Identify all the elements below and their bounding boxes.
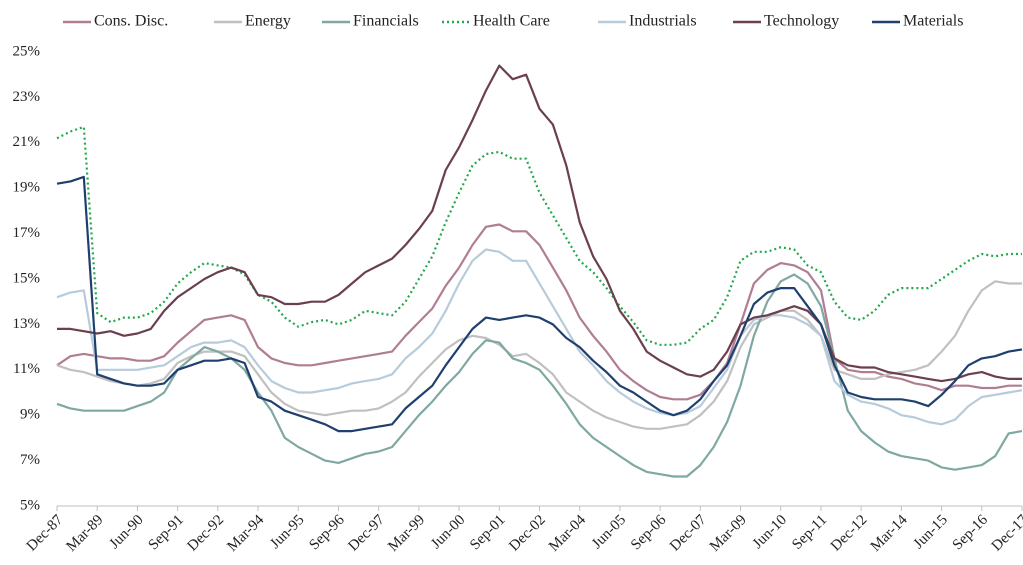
legend-label: Materials — [903, 13, 963, 30]
x-tick-label: Dec-97 — [345, 512, 388, 555]
x-tick-label: Jun-95 — [267, 512, 307, 552]
x-tick-label: Jun-00 — [428, 512, 468, 552]
y-tick-label: 17% — [13, 225, 41, 241]
legend-label: Financials — [353, 13, 419, 30]
y-tick-label: 9% — [20, 407, 40, 423]
y-tick-label: 23% — [13, 89, 41, 105]
legend-label: Cons. Disc. — [94, 13, 168, 30]
x-tick-label: Mar-89 — [64, 512, 107, 555]
legend-label: Health Care — [473, 13, 550, 30]
x-tick-label: Sep-01 — [467, 512, 508, 553]
legend-label: Technology — [764, 13, 839, 30]
x-tick-label: Jun-15 — [911, 512, 951, 552]
series-line — [57, 64, 1022, 383]
y-tick-label: 11% — [13, 361, 40, 377]
x-tick-label: Dec-07 — [667, 512, 710, 555]
x-tick-label: Mar-99 — [385, 512, 428, 555]
y-tick-label: 15% — [13, 270, 41, 286]
y-tick-label: 25% — [13, 43, 41, 59]
series-line — [56, 280, 1022, 430]
y-tick-label: 19% — [13, 180, 41, 196]
y-tick-label: 7% — [20, 452, 40, 468]
x-tick-label: Jun-90 — [106, 512, 146, 552]
x-tick-label: Mar-14 — [868, 512, 911, 555]
x-tick-label: Jun-05 — [589, 512, 629, 552]
legend-label: Energy — [245, 13, 291, 30]
x-tick-label: Dec-92 — [185, 512, 228, 555]
x-tick-label: Dec-12 — [828, 512, 871, 555]
series-line — [56, 273, 1023, 478]
series-line — [56, 125, 1022, 346]
series-line — [56, 223, 1022, 401]
y-tick-label: 13% — [13, 316, 41, 332]
x-tick-label: Sep-11 — [789, 512, 830, 553]
x-tick-label: Mar-04 — [546, 512, 589, 555]
y-tick-label: 5% — [20, 497, 40, 513]
x-tick-label: Dec-02 — [506, 512, 549, 555]
x-tick-label: Dec-87 — [24, 512, 67, 555]
series-line — [56, 248, 1023, 426]
y-tick-label: 21% — [13, 134, 41, 150]
x-tick-label: Mar-94 — [224, 512, 267, 555]
x-tick-label: Sep-06 — [628, 512, 670, 554]
x-tick-label: Jun-10 — [750, 512, 790, 552]
series-line — [56, 175, 1023, 433]
x-tick-label: Dec-17 — [989, 512, 1023, 555]
x-tick-label: Sep-96 — [306, 512, 348, 554]
legend-label: Industrials — [629, 13, 697, 30]
x-tick-label: Sep-91 — [146, 512, 187, 553]
legend: Cons. Disc. Energy Financials Health Care In… — [63, 13, 963, 30]
x-tick-label: Sep-16 — [950, 512, 992, 554]
x-tick-label: Mar-09 — [707, 512, 750, 555]
